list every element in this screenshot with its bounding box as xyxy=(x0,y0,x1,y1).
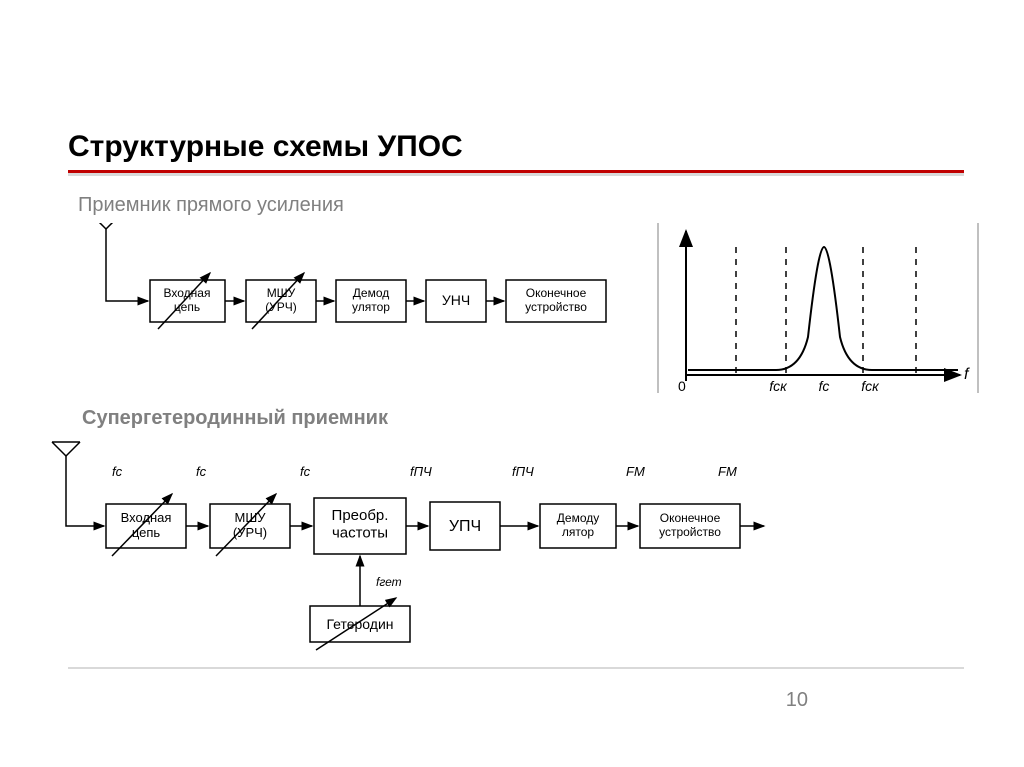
block-output-device: Оконечноеустройство xyxy=(506,280,606,322)
signal-label: FМ xyxy=(718,464,737,479)
block-label: Демодулятор xyxy=(352,286,390,314)
signal-label: FМ xyxy=(626,464,645,479)
slide-title: Структурные схемы УПОС xyxy=(0,0,1024,170)
block-output-device: Оконечноеустройство xyxy=(640,504,740,548)
block-if-amp: УПЧ xyxy=(430,502,500,550)
block-label: Оконечноеустройство xyxy=(525,286,587,314)
tick-label: fс xyxy=(819,378,830,393)
diagram-direct-amp: Входнаяцепь МШУ(УРЧ) Демодулятор УНЧ Око… xyxy=(0,223,1024,393)
bottom-divider xyxy=(68,667,964,669)
signal-label: fс xyxy=(112,464,123,479)
tick-label: fск xyxy=(861,378,880,393)
signal-label: fПЧ xyxy=(410,464,432,479)
block-demodulator: Демодулятор xyxy=(540,504,616,548)
block-label: Оконечноеустройство xyxy=(659,511,721,539)
antenna-icon xyxy=(52,442,80,490)
signal-label: fс xyxy=(300,464,311,479)
signal-label: fс xyxy=(196,464,207,479)
frequency-response-graph: 0 f fск fс fск xyxy=(658,223,978,393)
signal-label: fПЧ xyxy=(512,464,534,479)
signal-label: fгет xyxy=(376,575,402,589)
page-number: 10 xyxy=(786,689,808,712)
block-label: Гетеродин xyxy=(327,616,394,632)
subtitle-direct-amp: Приемник прямого усиления xyxy=(78,194,1024,217)
antenna-icon xyxy=(92,223,120,263)
tick-label: fск xyxy=(769,378,788,393)
block-freq-converter: Преобр.частоты xyxy=(314,498,406,554)
block-lna: МШУ(УРЧ) xyxy=(246,273,316,329)
block-input-circuit: Входнаяцепь xyxy=(106,494,186,556)
block-label: Преобр.частоты xyxy=(332,507,389,541)
subtitle-superheterodyne: Супергетеродинный приемник xyxy=(82,407,1024,430)
axis-origin: 0 xyxy=(678,378,686,393)
block-input-circuit: Входнаяцепь xyxy=(150,273,225,329)
title-underline xyxy=(68,170,964,176)
block-label: МШУ(УРЧ) xyxy=(233,510,267,540)
block-label: Демодулятор xyxy=(557,511,599,539)
diagram-superheterodyne: fс fс fс fПЧ fПЧ FМ FМ Входнаяцепь МШУ(У… xyxy=(0,436,1024,666)
block-label: УПЧ xyxy=(449,518,481,535)
block-demodulator: Демодулятор xyxy=(336,280,406,322)
block-af-amp: УНЧ xyxy=(426,280,486,322)
block-label: УНЧ xyxy=(442,292,470,308)
block-lna: МШУ(УРЧ) xyxy=(210,494,290,556)
